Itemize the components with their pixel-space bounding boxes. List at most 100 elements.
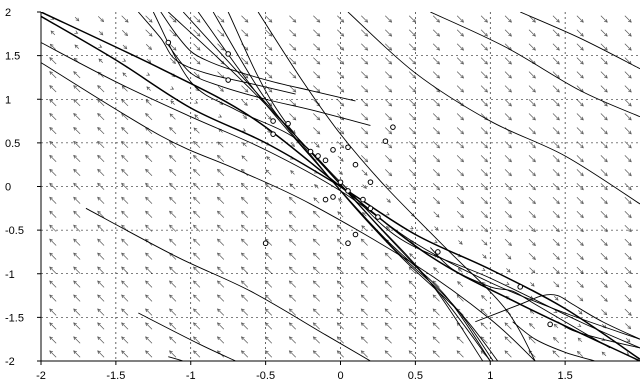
direction-arrow: [361, 169, 368, 176]
direction-arrow: [121, 85, 128, 92]
direction-arrow-head: [460, 158, 464, 163]
direction-arrow-head: [628, 102, 632, 107]
direction-arrow: [217, 85, 224, 92]
direction-arrow-head: [532, 158, 536, 163]
direction-arrow-head: [193, 140, 197, 145]
direction-arrow: [145, 224, 153, 232]
direction-arrow: [242, 114, 247, 119]
direction-arrow-head: [240, 336, 245, 341]
direction-arrow-head: [193, 308, 197, 313]
direction-arrow-head: [556, 46, 560, 51]
direction-arrow-head: [193, 127, 198, 132]
direction-arrow-head: [146, 72, 151, 76]
direction-arrow-head: [433, 267, 437, 271]
direction-arrow: [121, 280, 129, 288]
direction-arrow: [504, 141, 512, 149]
direction-arrow: [624, 71, 632, 79]
direction-arrow-head: [508, 200, 512, 205]
direction-arrow: [97, 85, 105, 93]
direction-arrow-head: [556, 158, 560, 163]
direction-arrow-head: [121, 210, 125, 215]
direction-arrow: [480, 57, 488, 65]
direction-arrow-head: [484, 228, 488, 233]
direction-arrow-head: [556, 214, 560, 219]
direction-arrow: [385, 183, 392, 190]
direction-arrow: [530, 282, 535, 287]
direction-arrow: [97, 141, 105, 149]
direction-arrow: [289, 113, 297, 121]
direction-arrow-head: [412, 144, 417, 149]
direction-arrow: [73, 238, 81, 246]
direction-arrow-head: [412, 60, 417, 65]
direction-arrow: [458, 268, 463, 273]
initial-point: [225, 77, 231, 83]
direction-arrow: [145, 29, 153, 37]
direction-arrow: [528, 197, 536, 204]
direction-arrow-head: [312, 266, 317, 271]
direction-arrow-head: [412, 32, 417, 37]
direction-arrow: [241, 29, 249, 37]
direction-arrow: [624, 85, 632, 93]
direction-arrow-head: [628, 228, 632, 233]
direction-arrow: [576, 113, 584, 121]
direction-arrow-head: [580, 228, 584, 233]
direction-arrow: [98, 30, 104, 36]
direction-arrow: [145, 308, 153, 316]
direction-arrow-head: [339, 158, 344, 162]
direction-arrow-head: [505, 281, 510, 286]
direction-arrow: [600, 113, 608, 121]
direction-arrow-head: [556, 88, 560, 93]
direction-arrow-head: [628, 74, 632, 79]
direction-arrow: [432, 294, 440, 302]
direction-arrow: [361, 225, 368, 232]
direction-arrow-head: [412, 186, 417, 191]
direction-arrow: [266, 156, 271, 161]
direction-arrow-head: [97, 126, 101, 131]
direction-arrow-head: [532, 116, 536, 121]
direction-arrow-head: [193, 294, 197, 299]
direction-arrow-head: [604, 172, 608, 177]
direction-arrow: [289, 224, 297, 232]
direction-arrow: [408, 155, 416, 163]
direction-arrow-head: [435, 227, 439, 231]
direction-arrow-head: [145, 322, 149, 327]
direction-arrow-head: [268, 32, 273, 37]
direction-arrow-head: [49, 252, 53, 257]
direction-arrow-head: [145, 266, 149, 271]
direction-arrow: [265, 169, 272, 176]
direction-arrow-head: [556, 186, 560, 191]
direction-arrow-head: [556, 32, 560, 37]
direction-arrow-head: [97, 308, 101, 313]
direction-arrow: [265, 224, 273, 232]
initial-point: [435, 249, 441, 255]
direction-arrow: [600, 57, 608, 65]
direction-arrow: [528, 252, 536, 260]
direction-arrow-head: [148, 18, 153, 23]
direction-arrow-head: [288, 252, 293, 257]
direction-arrow: [552, 350, 560, 358]
direction-arrow: [337, 141, 344, 149]
direction-arrow: [600, 155, 608, 163]
direction-arrow: [337, 85, 344, 93]
direction-arrow-head: [288, 238, 293, 243]
direction-arrow: [242, 142, 247, 147]
direction-arrow-head: [240, 182, 245, 187]
direction-arrow: [313, 322, 320, 330]
initial-point: [262, 240, 269, 247]
direction-arrow-head: [504, 336, 509, 341]
direction-arrow-head: [580, 60, 584, 65]
direction-arrow: [408, 169, 416, 176]
direction-arrow: [97, 238, 105, 246]
direction-arrow-head: [436, 46, 441, 51]
direction-arrow: [624, 155, 632, 163]
direction-arrow: [552, 266, 560, 274]
direction-arrow: [169, 308, 177, 316]
direction-arrow-head: [264, 196, 269, 201]
direction-arrow: [265, 197, 273, 204]
direction-arrow: [97, 99, 105, 107]
direction-arrow-head: [240, 238, 245, 243]
direction-arrow-head: [122, 58, 127, 62]
direction-arrow: [601, 351, 607, 357]
direction-arrow-head: [408, 308, 413, 313]
direction-arrow: [576, 238, 584, 246]
